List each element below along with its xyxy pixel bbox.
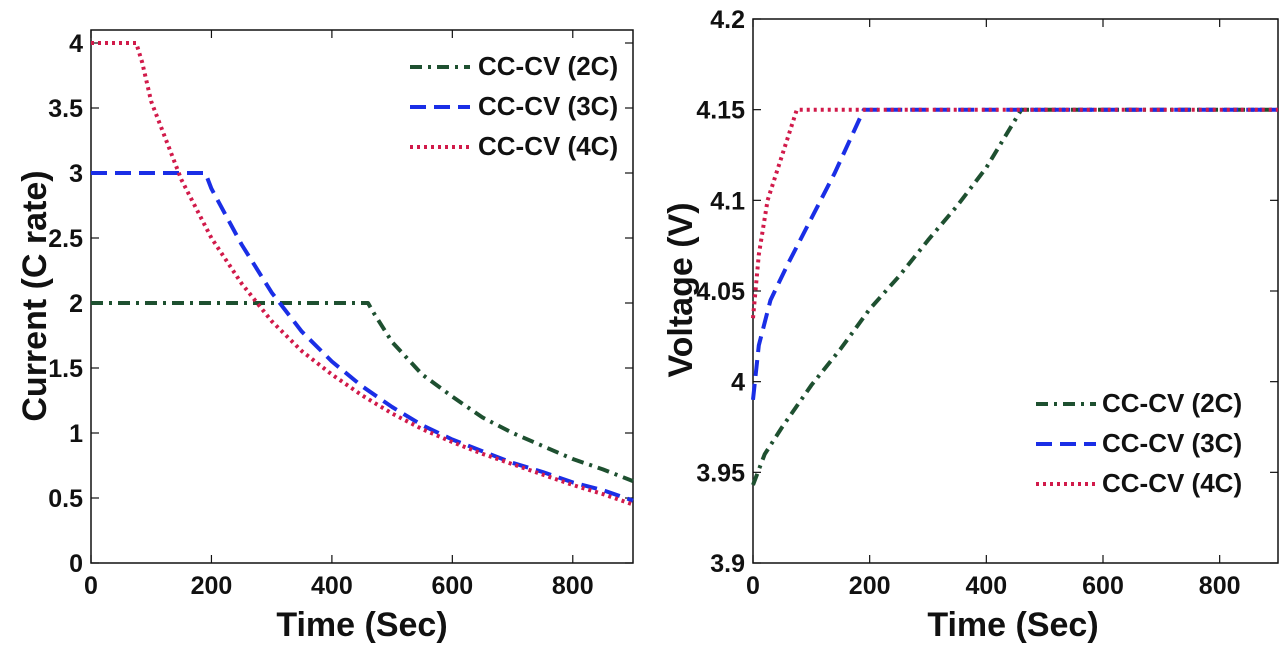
x-tick-label: 400 [311,572,353,600]
chart-panel-2: 0 200 400 600 800 3.9 3.95 4 4.05 4.1 4.15 4.2 CC-CV… [662,6,1279,644]
x-axis-label: Time (Sec) [927,606,1098,644]
x-tick-label: 600 [1082,572,1124,600]
y-tick-label: 4.05 [696,278,745,306]
legend-entry-label: CC-CV (3C) [478,91,618,121]
y-tick-label: 4.15 [696,97,745,125]
y-tick-label: 4 [731,369,745,397]
legend-entry-label: CC-CV (4C) [478,131,618,161]
y-axis-label: Voltage (V) [662,202,700,377]
y-axis-label: Current (C rate) [16,170,54,421]
x-tick-label: 600 [431,572,473,600]
x-tick-label: 800 [552,572,594,600]
y-tick-label: 4.1 [710,187,745,215]
x-tick-label: 200 [849,572,891,600]
x-tick-label: 0 [746,572,760,600]
series-line-2 [751,107,1278,401]
y-tick-label: 3.5 [48,95,83,123]
y-tick-label: 0 [69,550,83,578]
series-line-3 [91,41,634,507]
y-tick-label: 3 [69,160,83,188]
legend-entry-label: CC-CV (2C) [1102,388,1242,418]
y-tick-label: 3.95 [696,459,745,487]
chart-panel-1: 0 200 400 600 800 0 0.5 1 1.5 2 2.5 3 3.5 4 CC-CV (2C)… [16,29,634,644]
y-tick-label: 1.5 [48,355,83,383]
y-tick-label: 4 [69,30,83,58]
y-tick-label: 1 [69,420,83,448]
y-tick-label: 3.9 [710,550,745,578]
series-line-1 [751,107,1278,486]
series-line-1 [91,301,634,483]
y-tick-label: 2 [69,290,83,318]
x-tick-label: 0 [84,572,98,600]
x-axis-label: Time (Sec) [276,606,447,644]
x-tick-label: 400 [965,572,1007,600]
legend-entry-label: CC-CV (2C) [478,51,618,81]
y-tick-label: 2.5 [48,225,83,253]
series-line-2 [91,171,634,503]
x-tick-label: 800 [1199,572,1241,600]
y-tick-label: 0.5 [48,485,83,513]
legend-entry-label: CC-CV (3C) [1102,428,1242,458]
x-tick-label: 200 [191,572,233,600]
legend-entry-label: CC-CV (4C) [1102,468,1242,498]
series-line-3 [751,107,1278,319]
y-tick-label: 4.2 [710,6,745,34]
